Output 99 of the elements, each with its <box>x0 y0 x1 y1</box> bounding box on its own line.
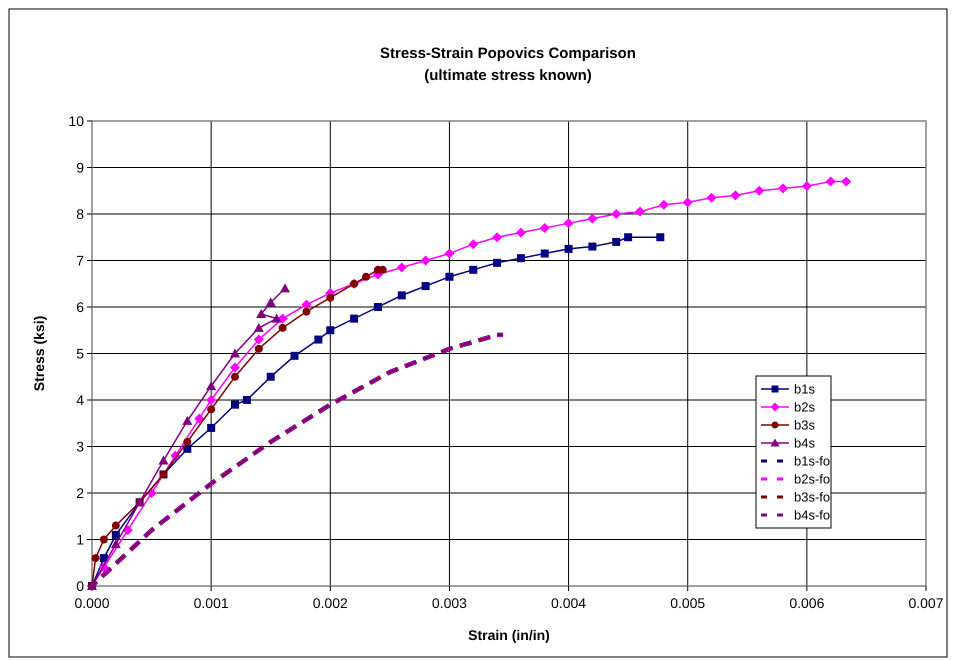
point <box>290 352 299 360</box>
point <box>278 324 287 332</box>
x-tick-label: 0.005 <box>670 595 706 611</box>
point <box>183 438 192 446</box>
chart-title: Stress-Strain Popovics Comparison <box>380 45 636 62</box>
point <box>272 314 282 323</box>
point <box>469 266 478 274</box>
point <box>326 294 334 302</box>
point <box>516 228 526 238</box>
point <box>230 362 240 372</box>
legend-label: b4s <box>794 436 816 451</box>
x-tick-label: 0.007 <box>908 595 944 611</box>
legend-label: b1s-fo <box>794 454 830 469</box>
y-tick-label: 9 <box>76 159 84 176</box>
point <box>314 336 322 344</box>
point <box>826 176 836 186</box>
point <box>492 232 502 242</box>
x-tick-label: 0.000 <box>74 595 110 611</box>
legend-label: b2s-fo <box>794 472 830 487</box>
x-tick-label: 0.001 <box>194 595 229 611</box>
point <box>92 554 100 562</box>
point <box>754 186 764 196</box>
y-tick-label: 2 <box>76 484 84 501</box>
y-tick-label: 5 <box>76 345 84 362</box>
x-axis-title: Strain (in/in) <box>468 627 550 643</box>
y-tick-label: 0 <box>76 578 84 594</box>
x-tick-label: 0.002 <box>312 595 348 611</box>
point <box>516 254 525 262</box>
y-tick-label: 4 <box>76 392 84 408</box>
point <box>230 372 239 381</box>
point <box>230 348 240 358</box>
point <box>194 414 204 424</box>
x-tick-label: 0.006 <box>789 595 825 611</box>
chart-subtitle: (ultimate stress known) <box>424 67 592 84</box>
point <box>206 381 216 390</box>
point <box>230 400 239 409</box>
y-axis-title: Stress (ksi) <box>31 316 47 392</box>
point <box>182 416 192 425</box>
point <box>110 539 121 548</box>
point <box>540 222 550 233</box>
point <box>444 248 454 259</box>
point <box>206 395 216 405</box>
point <box>326 326 334 334</box>
point <box>706 192 717 203</box>
point <box>362 272 370 281</box>
point <box>254 334 264 345</box>
point <box>420 256 431 266</box>
legend-label: b1s <box>794 382 816 397</box>
legend-label: b3s-fo <box>794 490 830 505</box>
point <box>254 322 264 332</box>
point <box>266 372 275 381</box>
point <box>280 283 290 292</box>
point <box>350 314 358 323</box>
y-tick-label: 1 <box>76 531 84 548</box>
point <box>682 197 693 208</box>
point <box>396 262 407 272</box>
y-tick-label: 7 <box>76 252 84 268</box>
point <box>183 444 192 453</box>
legend-label: b2s <box>794 400 816 415</box>
point <box>254 344 263 353</box>
x-tick-label: 0.003 <box>432 595 468 611</box>
point <box>158 455 168 464</box>
point <box>242 396 251 404</box>
point <box>445 272 454 281</box>
point <box>624 233 632 242</box>
point <box>658 200 669 210</box>
point <box>112 522 120 530</box>
point <box>802 181 812 192</box>
point <box>564 218 574 228</box>
point <box>612 238 620 246</box>
point <box>656 233 664 242</box>
point <box>112 530 120 539</box>
point <box>468 239 478 250</box>
y-tick-label: 3 <box>76 438 84 454</box>
point <box>588 242 596 251</box>
point <box>730 190 740 200</box>
point <box>778 183 788 194</box>
point <box>374 303 382 311</box>
y-tick-label: 6 <box>76 298 84 315</box>
point <box>841 176 852 186</box>
point <box>493 258 502 267</box>
y-tick-label: 8 <box>76 206 84 222</box>
point <box>266 297 276 306</box>
point <box>398 291 406 300</box>
point <box>100 536 108 544</box>
point <box>207 424 216 432</box>
point <box>564 244 573 253</box>
point <box>207 405 216 414</box>
point <box>540 250 549 258</box>
point <box>611 209 622 219</box>
x-tick-label: 0.004 <box>551 595 586 611</box>
y-tick-label: 10 <box>68 112 84 129</box>
point <box>302 308 310 316</box>
legend-label: b4s-fo <box>794 508 830 523</box>
point <box>587 214 598 224</box>
point <box>635 206 646 217</box>
point <box>256 308 266 318</box>
legend-label: b3s <box>794 418 816 433</box>
point <box>422 282 430 290</box>
